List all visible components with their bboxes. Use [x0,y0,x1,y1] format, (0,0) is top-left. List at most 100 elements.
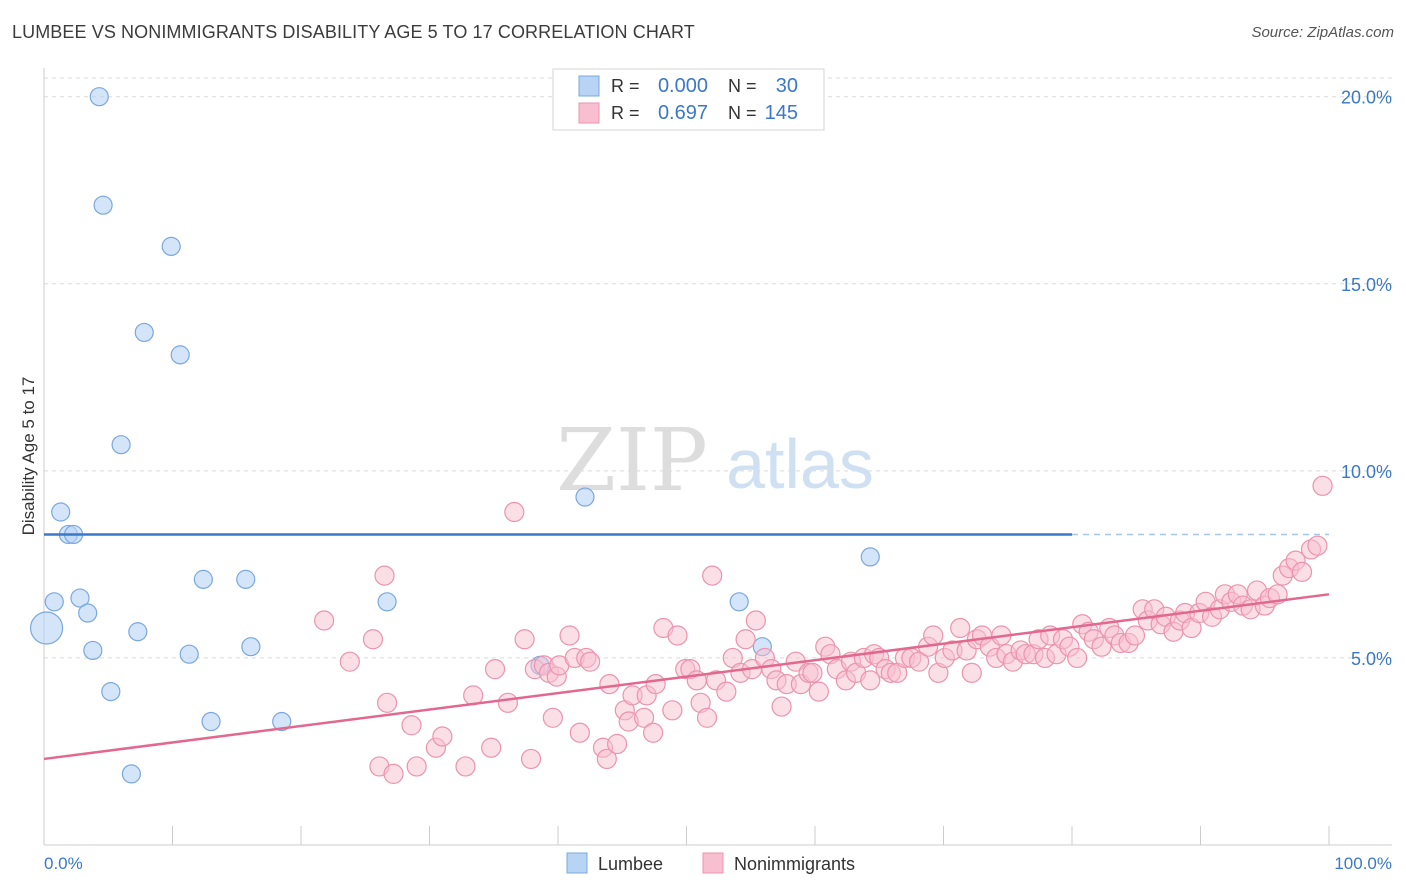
lumbee-point [193,569,213,589]
nonimmigrants-point [383,763,404,785]
lumbee-point [134,322,154,343]
lumbee-point [89,87,109,107]
legend-n-value-lumbee: 30 [776,75,798,97]
lumbee-point [83,640,103,661]
lumbee-point [241,637,261,657]
nonimmigrants-point [961,662,982,683]
nonimmigrants-point [923,625,944,646]
axes [43,68,1392,846]
nonimmigrants-point [1091,636,1112,657]
nonimmigrants-point [667,625,688,646]
legend-bottom-label-lumbee: Lumbee [598,854,663,874]
lumbee-point [70,588,90,608]
x-tick-label-max: 100.0% [1334,854,1392,873]
nonimmigrants-point [362,629,384,650]
nonimmigrants-point [339,651,360,672]
nonimmigrants-point [735,629,756,650]
nonimmigrants-point [455,756,476,777]
nonimmigrants-point [406,756,427,777]
watermark: ZIP atlas [556,411,874,511]
y-tick-label-10: 10.0% [1341,462,1392,482]
nonimmigrants-point [633,707,655,728]
legend-r-label-nonimmigrants: R = [611,103,640,123]
lumbee-point [161,236,181,256]
lumbee-point [729,592,749,612]
legend-swatch-lumbee [578,75,600,97]
y-tick-label-20: 20.0% [1341,88,1392,108]
nonimmigrants-point [376,692,398,713]
nonimmigrants-point [808,681,829,702]
legend-n-label-nonimmigrants: N = [728,103,757,123]
chart-source: Source: ZipAtlas.com [1251,24,1394,41]
nonimmigrants-point [860,670,881,691]
nonimmigrants-point [401,715,422,736]
nonimmigrants-point [802,662,823,683]
legend-r-value-nonimmigrants: 0.697 [658,102,708,124]
lumbee-point [201,711,221,732]
nonimmigrants-point [716,681,737,702]
nonimmigrants-point [497,692,518,713]
lumbee-point [272,711,292,732]
nonimmigrants-point [642,722,664,743]
lumbee-point [236,569,256,589]
legend-swatch-nonimmigrants [578,102,600,124]
y-tick-label-5: 5.0% [1351,649,1392,669]
nonimmigrants-point [950,617,971,639]
nonimmigrants-point [481,737,502,758]
legend-bottom-swatch-lumbee [566,852,588,874]
legend-bottom-label-nonimmigrants: Nonimmigrants [734,854,855,874]
lumbee-point [121,764,141,784]
lumbee-point [860,547,880,567]
nonimmigrants-point [599,674,620,695]
trend-lines [43,533,1330,761]
legend-top: R = 0.000 N = 30 R = 0.697 N = 145 [552,68,825,131]
nonimmigrants-trend-line [43,593,1330,761]
lumbee-point [111,435,131,455]
nonimmigrants-point [504,501,525,523]
nonimmigrants-point [484,659,506,680]
lumbee-point [29,611,64,645]
nonimmigrants-point [771,696,792,717]
lumbee-point [179,644,199,664]
legend-r-value-lumbee: 0.000 [658,75,708,97]
nonimmigrants-point [514,629,535,650]
nonimmigrants-point [745,610,766,631]
legend-n-value-nonimmigrants: 145 [765,102,798,124]
legend-bottom: Lumbee Nonimmigrants [566,852,855,874]
nonimmigrants-point [580,651,601,672]
lumbee-point [101,681,121,702]
nonimmigrants-point [607,733,628,755]
watermark-atlas: atlas [726,425,874,503]
x-tick-label-min: 0.0% [44,854,83,873]
nonimmigrants-series [314,475,1333,785]
lumbee-point [377,592,397,612]
y-tick-labels: 5.0% 10.0% 15.0% 20.0% [1341,88,1392,669]
nonimmigrants-point [559,625,580,646]
nonimmigrants-point [1124,625,1146,646]
lumbee-point [78,603,98,623]
lumbee-point [170,345,190,365]
lumbee-point [575,487,595,507]
nonimmigrants-point [696,707,718,728]
nonimmigrants-point [645,674,666,695]
nonimmigrants-point [1312,475,1333,496]
nonimmigrants-point [374,565,395,586]
nonimmigrants-point [1291,561,1313,582]
lumbee-point [44,592,64,612]
nonimmigrants-point [702,565,723,586]
y-tick-label-15: 15.0% [1341,275,1392,295]
nonimmigrants-point [1307,535,1328,556]
lumbee-point [93,195,113,215]
legend-bottom-swatch-nonimmigrants [702,852,724,874]
lumbee-point [51,502,71,522]
nonimmigrants-point [662,700,683,721]
lumbee-point [128,622,148,642]
legend-r-label-lumbee: R = [611,76,640,96]
nonimmigrants-point [314,610,335,631]
nonimmigrants-point [569,722,590,743]
legend-n-label-lumbee: N = [728,76,757,96]
nonimmigrants-point [908,651,930,672]
nonimmigrants-point [542,707,563,728]
chart-title: LUMBEE VS NONIMMIGRANTS DISABILITY AGE 5… [12,22,695,42]
